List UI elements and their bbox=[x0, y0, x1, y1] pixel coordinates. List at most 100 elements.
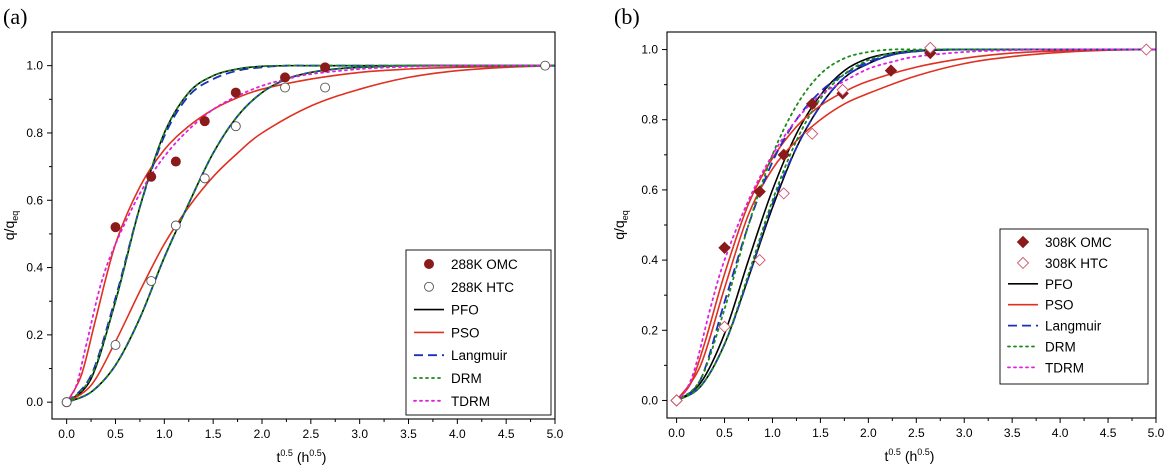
data-point bbox=[753, 185, 766, 198]
data-point bbox=[1140, 43, 1153, 56]
data-point bbox=[199, 173, 210, 184]
curve-tdrm-0 bbox=[65, 64, 555, 404]
x-tick-label: 5.0 bbox=[547, 427, 564, 441]
legend-label: 288K OMC bbox=[451, 257, 518, 272]
data-point bbox=[170, 220, 181, 231]
x-tick-label: 1.0 bbox=[156, 427, 173, 441]
chart-panel-a: (a) 0.0 0.5 1.0 1.5 2.0 2.5 3.0 3.5 4.0 4.5 5.0 0.0 0… bbox=[1, 4, 564, 465]
y-tick-label: 0.6 bbox=[26, 193, 43, 207]
legend-box bbox=[999, 228, 1149, 385]
curve-pso-0 bbox=[65, 64, 555, 403]
legend-label: PFO bbox=[1045, 277, 1073, 292]
data-point bbox=[924, 41, 937, 54]
y-tick-label: 0.4 bbox=[26, 261, 43, 275]
x-tick-label: 2.5 bbox=[302, 427, 319, 441]
x-tick-label: 2.0 bbox=[254, 427, 271, 441]
y-tick-label: 0.8 bbox=[26, 126, 43, 140]
curve-pso-0 bbox=[675, 48, 1156, 402]
legend-marker bbox=[424, 281, 434, 292]
data-point bbox=[230, 121, 241, 132]
data-point bbox=[199, 116, 210, 127]
data-point bbox=[280, 82, 290, 93]
curve-tdrm-0 bbox=[675, 48, 1156, 402]
curve-drm-0 bbox=[65, 64, 555, 404]
x-tick-label: 1.5 bbox=[205, 427, 222, 441]
curve-pso-1 bbox=[675, 48, 1156, 401]
x-tick-label: 3.0 bbox=[956, 426, 973, 440]
curve-langmuir-1 bbox=[676, 48, 1156, 402]
chart-panel-b: (b) 0.0 0.5 1.0 1.5 2.0 2.5 3.0 3.5 4.0 4.5 5.0 0.0 0… bbox=[611, 4, 1165, 464]
curve-pso-1 bbox=[66, 64, 555, 403]
points-288k-htc bbox=[61, 60, 551, 408]
data-point bbox=[61, 397, 72, 408]
data-point bbox=[230, 87, 241, 98]
x-tick-label: 3.5 bbox=[400, 427, 417, 441]
fit-curves bbox=[675, 48, 1156, 402]
data-point bbox=[805, 97, 819, 111]
legend-label: 308K OMC bbox=[1045, 235, 1112, 250]
points-308k-htc bbox=[670, 41, 1153, 407]
legend-label: PSO bbox=[451, 325, 480, 340]
y-tick-label: 0.0 bbox=[641, 393, 658, 407]
legend-label: 308K HTC bbox=[1045, 256, 1108, 271]
x-tick-label: 4.0 bbox=[449, 427, 466, 441]
data-point bbox=[146, 171, 157, 182]
y-tick-label: 0.2 bbox=[26, 328, 43, 342]
x-tick-label: 4.5 bbox=[1100, 426, 1117, 440]
data-point bbox=[836, 83, 849, 97]
data-point bbox=[110, 222, 121, 233]
y-tick-label: 0.4 bbox=[641, 253, 658, 267]
points-288k-omc bbox=[61, 62, 331, 408]
legend-marker bbox=[424, 259, 434, 269]
legend: 308K OMC 308K HTC PFO PSO Langmuir DRM TDRM bbox=[999, 228, 1149, 385]
data-point bbox=[320, 82, 331, 93]
x-tick-label: 1.0 bbox=[764, 426, 781, 440]
data-point bbox=[146, 276, 157, 286]
x-tick-label: 4.5 bbox=[498, 427, 515, 441]
legend-label: PFO bbox=[451, 303, 479, 318]
panel-label: (a) bbox=[3, 4, 27, 29]
data-point bbox=[777, 187, 790, 200]
legend-label: DRM bbox=[1045, 340, 1076, 355]
legend-marker bbox=[1016, 235, 1030, 249]
legend-label: 288K HTC bbox=[451, 280, 514, 295]
curve-drm-1 bbox=[675, 48, 1156, 402]
x-tick-label: 0.5 bbox=[716, 426, 733, 440]
fit-curves bbox=[65, 64, 555, 404]
x-tick-label: 3.5 bbox=[1004, 426, 1021, 440]
curve-langmuir-0 bbox=[675, 48, 1156, 402]
legend-label: TDRM bbox=[1045, 360, 1084, 375]
y-tick-label: 0.8 bbox=[641, 113, 658, 127]
data-point bbox=[280, 72, 291, 83]
data-point bbox=[110, 340, 121, 350]
legend-label: Langmuir bbox=[1045, 319, 1102, 334]
x-tick-label: 0.0 bbox=[668, 426, 685, 440]
x-tick-label: 4.0 bbox=[1052, 426, 1069, 440]
legend-label: PSO bbox=[1045, 298, 1074, 313]
y-tick-label: 0.6 bbox=[641, 183, 658, 197]
x-tick-label: 5.0 bbox=[1148, 426, 1165, 440]
data-point bbox=[718, 241, 731, 255]
x-axis-title: t0.5 (h0.5) bbox=[885, 447, 935, 464]
legend-label: TDRM bbox=[451, 394, 490, 409]
data-point bbox=[718, 320, 731, 333]
legend: 288K OMC 288K HTC PFO PSO Langmuir DRM TDRM bbox=[405, 249, 552, 416]
y-tick-label: 1.0 bbox=[26, 59, 43, 73]
data-point bbox=[777, 148, 790, 162]
y-axis-title: q/qeq bbox=[611, 210, 630, 239]
data-point bbox=[753, 253, 766, 267]
x-tick-label: 2.0 bbox=[860, 426, 877, 440]
x-tick-label: 0.5 bbox=[107, 427, 124, 441]
y-tick-label: 1.0 bbox=[641, 43, 658, 57]
legend-label: DRM bbox=[451, 371, 482, 386]
x-axis-title: t0.5 (h0.5) bbox=[277, 448, 327, 465]
panel-label: (b) bbox=[614, 4, 640, 29]
x-tick-label: 1.5 bbox=[812, 426, 829, 440]
data-point bbox=[884, 64, 898, 77]
x-tick-label: 2.5 bbox=[908, 426, 925, 440]
x-tick-label: 3.0 bbox=[351, 427, 368, 441]
plot-frame bbox=[51, 31, 556, 420]
data-point bbox=[806, 127, 819, 140]
curve-drm-1 bbox=[65, 64, 555, 404]
